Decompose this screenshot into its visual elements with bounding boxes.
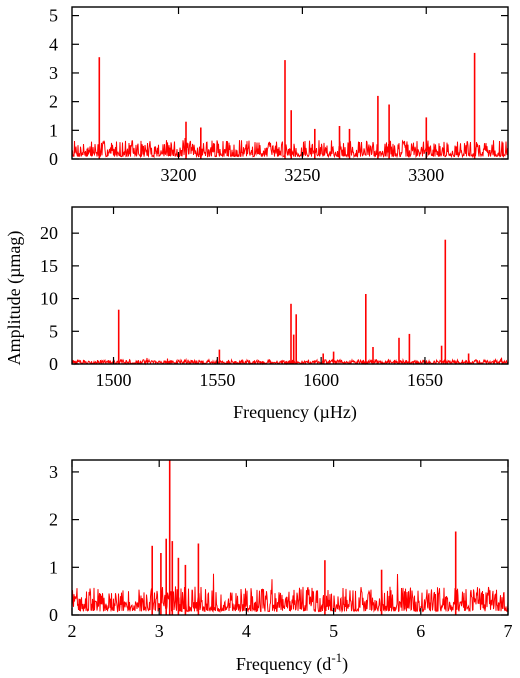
chart-panel-top: 3200 3250 3300 0 1 2 3 4 5 (49, 6, 509, 185)
x-tick-label: 1650 (407, 370, 443, 390)
y-tick-label: 1 (49, 120, 58, 140)
y-tick-label: 4 (49, 34, 58, 54)
x-tick-label: 1500 (96, 370, 132, 390)
y-tick-label: 5 (49, 6, 58, 26)
plot-frame (71, 459, 509, 616)
x-axis-label-middle: Frequency (µHz) (233, 402, 357, 423)
y-tick-label: 3 (49, 462, 58, 482)
plot-frame (71, 206, 509, 365)
y-tick-label: 0 (49, 354, 58, 374)
x-tick-label: 4 (242, 621, 251, 641)
y-tick-label: 2 (49, 510, 58, 530)
noise-spectrum-line (71, 573, 509, 614)
y-tick-label: 20 (40, 223, 58, 243)
x-tick-label: 1550 (199, 370, 235, 390)
x-tick-label: 3 (155, 621, 164, 641)
y-tick-label: 5 (49, 321, 58, 341)
y-tick-label: 10 (40, 289, 58, 309)
chart-panel-bottom: 2 3 4 5 6 7 0 1 2 3 (49, 459, 513, 641)
x-tick-label: 6 (416, 621, 425, 641)
y-tick-label: 0 (49, 149, 58, 169)
x-tick-label: 7 (504, 621, 513, 641)
x-tick-label: 3250 (284, 165, 320, 185)
y-tick-label: 15 (40, 256, 58, 276)
x-tick-label: 2 (68, 621, 77, 641)
y-tick-label: 0 (49, 605, 58, 625)
y-tick-label: 1 (49, 557, 58, 577)
x-axis-label-bottom: Frequency (d-1) (236, 650, 348, 675)
y-axis-label: Amplitude (µmag) (4, 231, 25, 366)
noise-spectrum-line (71, 137, 509, 159)
x-tick-label: 3300 (408, 165, 444, 185)
x-tick-label: 5 (329, 621, 338, 641)
x-axis-label-bottom-main: Frequency (d (236, 654, 331, 675)
y-tick-label: 3 (49, 63, 58, 83)
x-tick-label: 1600 (303, 370, 339, 390)
plot-frame (71, 6, 509, 160)
x-axis-label-bottom-close: ) (342, 654, 348, 675)
chart-panel-middle: 1500 1550 1600 1650 0 5 10 15 20 (40, 206, 509, 390)
x-tick-label: 3200 (161, 165, 197, 185)
x-axis-label-bottom-sup: -1 (331, 650, 342, 665)
y-tick-label: 2 (49, 92, 58, 112)
